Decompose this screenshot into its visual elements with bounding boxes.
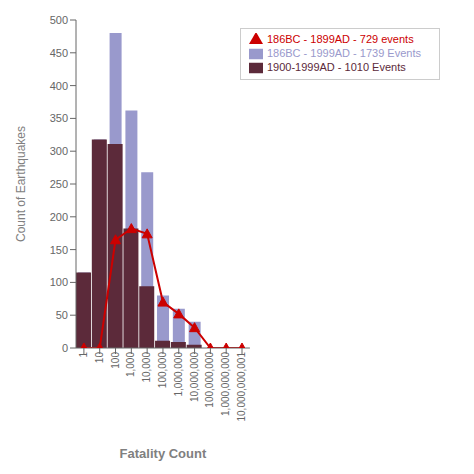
- svg-text:300: 300: [50, 145, 68, 157]
- svg-text:Count of Earthquakes: Count of Earthquakes: [14, 126, 28, 242]
- svg-text:350: 350: [50, 112, 68, 124]
- svg-text:10: 10: [94, 352, 105, 364]
- svg-text:500: 500: [50, 14, 68, 26]
- svg-text:10,000: 10,000: [141, 352, 152, 383]
- svg-text:450: 450: [50, 47, 68, 59]
- svg-text:100,000,000: 100,000,000: [204, 352, 215, 408]
- svg-text:150: 150: [50, 244, 68, 256]
- svg-text:1,000,000,000: 1,000,000,000: [220, 352, 231, 416]
- html-text:186BC - 1999AD - 1739 Events: 186BC - 1999AD - 1739 Events: [266, 47, 421, 60]
- svg-text:1,000: 1,000: [125, 352, 136, 377]
- svg-text:50: 50: [56, 309, 68, 321]
- svg-text:400: 400: [50, 80, 68, 92]
- svg-text:100,000: 100,000: [157, 352, 168, 389]
- svg-text:10,000,000,001: 10,000,000,001: [236, 352, 247, 422]
- svg-text:1,000,000: 1,000,000: [173, 352, 184, 397]
- html-text:186BC - 1899AD - 729 events: 186BC - 1899AD - 729 events: [266, 33, 414, 45]
- svg-text:250: 250: [50, 178, 68, 190]
- svg-text:100: 100: [50, 276, 68, 288]
- svg-text:0: 0: [62, 342, 68, 354]
- svg-text:200: 200: [50, 211, 68, 223]
- svg-text:10,000,000: 10,000,000: [189, 352, 200, 402]
- svg-text:1: 1: [78, 352, 89, 358]
- html-text:1900-1999AD - 1010 Events: 1900-1999AD - 1010 Events: [266, 61, 406, 74]
- svg-text:Fatality Count: Fatality Count: [120, 446, 207, 461]
- svg-text:100: 100: [110, 352, 121, 369]
